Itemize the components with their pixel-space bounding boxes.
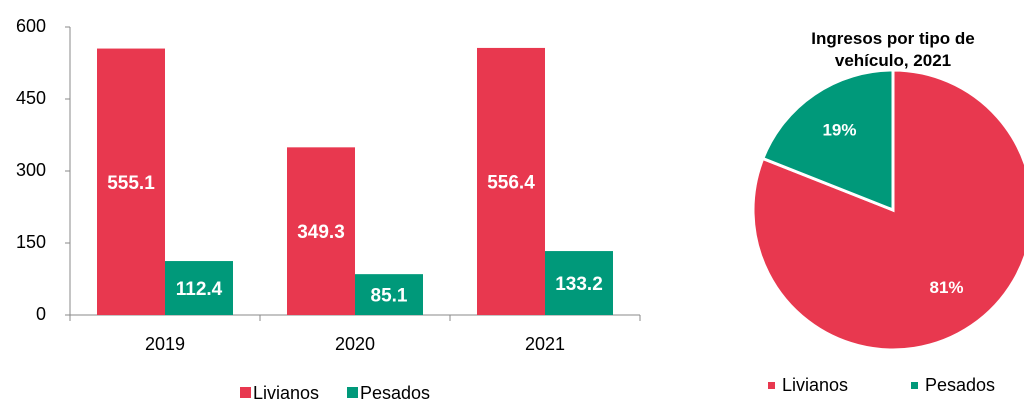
x-tick-label: 2020 [335,334,375,354]
bar [545,251,613,315]
value-label: 112.4 [176,279,223,300]
bar [355,274,423,315]
legend-label: Pesados [360,383,430,403]
legend-swatch [911,382,918,389]
legend-swatch [768,382,775,389]
legend-label: Livianos [253,383,319,403]
x-tick-label: 2021 [525,334,565,354]
slice-label: 19% [822,121,856,140]
value-label: 133.2 [555,274,603,295]
y-tick-label: 300 [16,160,46,180]
y-tick-label: 150 [16,232,46,252]
legend-label: Livianos [782,375,848,395]
y-tick-label: 600 [16,16,46,36]
pie-title: Ingresos por tipo de vehículo, 2021 [811,29,975,70]
bar [287,147,355,315]
pie-slice [751,68,1024,352]
bar [97,48,165,315]
value-label: 349.3 [297,222,345,243]
bar [165,261,233,315]
x-tick-label: 2019 [145,334,185,354]
y-tick-label: 450 [16,88,46,108]
legend-swatch [347,387,358,398]
value-label: 555.1 [107,173,155,194]
bar [477,47,545,315]
y-tick-label: 0 [36,304,46,324]
value-label: 556.4 [487,172,535,193]
slice-label: 81% [929,278,963,297]
value-label: 85.1 [371,286,408,307]
legend-swatch [240,387,251,398]
pie-slice [760,68,895,213]
legend-label: Pesados [925,375,995,395]
